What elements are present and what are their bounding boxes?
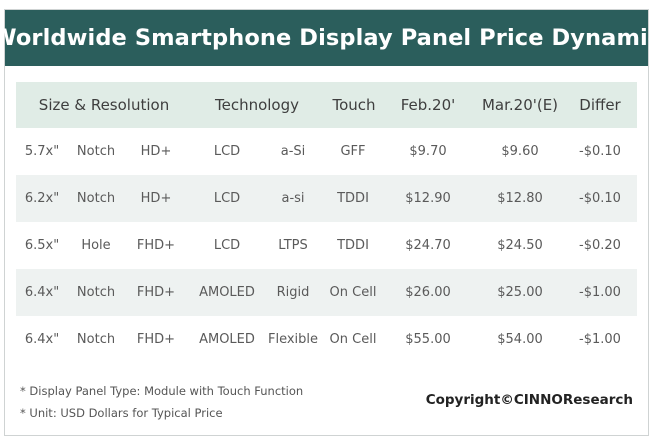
cell-differ: -$0.10 — [579, 191, 621, 206]
cell-notch: Notch — [76, 191, 116, 206]
cell-panel: AMOLED — [199, 332, 255, 347]
footnotes: * Display Panel Type: Module with Touch … — [20, 380, 303, 424]
header-feb: Feb.20' — [400, 96, 456, 114]
cell-tech: a-Si — [280, 144, 306, 159]
cell-tech: Rigid — [276, 285, 310, 300]
cell-size: 6.4x" — [24, 332, 60, 347]
cell-touch: On Cell — [329, 285, 377, 300]
cell-resolution: HD+ — [140, 191, 172, 206]
header-size-resolution: Size & Resolution — [38, 96, 170, 114]
cell-touch: On Cell — [329, 332, 377, 347]
table-frame — [4, 9, 649, 436]
cell-size: 6.4x" — [24, 285, 60, 300]
cell-mar: $54.00 — [497, 332, 543, 347]
cell-resolution: FHD+ — [136, 332, 176, 347]
cell-touch: TDDI — [337, 191, 369, 206]
cell-mar: $25.00 — [497, 285, 543, 300]
table-row: 6.4x" Notch FHD+ AMOLED Rigid On Cell $2… — [16, 269, 637, 316]
table-row: 6.2x" Notch HD+ LCD a-si TDDI $12.90 $12… — [16, 175, 637, 222]
cell-notch: Notch — [76, 144, 116, 159]
cell-differ: -$0.10 — [579, 144, 621, 159]
cell-size: 6.2x" — [24, 191, 60, 206]
table-row: 5.7x" Notch HD+ LCD a-Si GFF $9.70 $9.60… — [16, 128, 637, 175]
cell-differ: -$1.00 — [579, 285, 621, 300]
price-table: Size & Resolution Technology Touch Feb.2… — [16, 82, 637, 363]
cell-mar: $24.50 — [497, 238, 543, 253]
cell-panel: LCD — [213, 144, 241, 159]
cell-notch: Notch — [76, 332, 116, 347]
title-bar: Worldwide Smartphone Display Panel Price… — [0, 10, 655, 66]
table-row: 6.4x" Notch FHD+ AMOLED Flexible On Cell… — [16, 316, 637, 363]
cell-panel: AMOLED — [199, 285, 255, 300]
cell-feb: $12.90 — [405, 191, 451, 206]
header-technology: Technology — [214, 96, 300, 114]
header-mar: Mar.20'(E) — [481, 96, 559, 114]
cell-feb: $24.70 — [405, 238, 451, 253]
table-row: 6.5x" Hole FHD+ LCD LTPS TDDI $24.70 $24… — [16, 222, 637, 269]
cell-tech: Flexible — [267, 332, 319, 347]
cell-panel: LCD — [213, 238, 241, 253]
cell-tech: a-si — [281, 191, 305, 206]
table-header: Size & Resolution Technology Touch Feb.2… — [16, 82, 637, 128]
cell-tech: LTPS — [278, 238, 308, 253]
cell-feb: $26.00 — [405, 285, 451, 300]
cell-panel: LCD — [213, 191, 241, 206]
cell-touch: GFF — [340, 144, 366, 159]
cell-differ: -$1.00 — [579, 332, 621, 347]
header-touch: Touch — [332, 96, 376, 114]
cell-resolution: FHD+ — [136, 285, 176, 300]
page-title: Worldwide Smartphone Display Panel Price… — [0, 25, 655, 51]
cell-mar: $9.60 — [501, 144, 539, 159]
cell-feb: $55.00 — [405, 332, 451, 347]
cell-resolution: FHD+ — [136, 238, 176, 253]
cell-notch: Notch — [76, 285, 116, 300]
header-differ: Differ — [579, 96, 621, 114]
cell-differ: -$0.20 — [579, 238, 621, 253]
copyright: Copyright©CINNOResearch — [425, 392, 633, 408]
footnote-panel-type: * Display Panel Type: Module with Touch … — [20, 384, 304, 398]
cell-size: 6.5x" — [24, 238, 60, 253]
cell-notch: Hole — [81, 238, 111, 253]
cell-mar: $12.80 — [497, 191, 543, 206]
cell-touch: TDDI — [337, 238, 369, 253]
cell-resolution: HD+ — [140, 144, 172, 159]
footnote-unit: * Unit: USD Dollars for Typical Price — [20, 406, 223, 420]
cell-feb: $9.70 — [409, 144, 447, 159]
cell-size: 5.7x" — [24, 144, 60, 159]
